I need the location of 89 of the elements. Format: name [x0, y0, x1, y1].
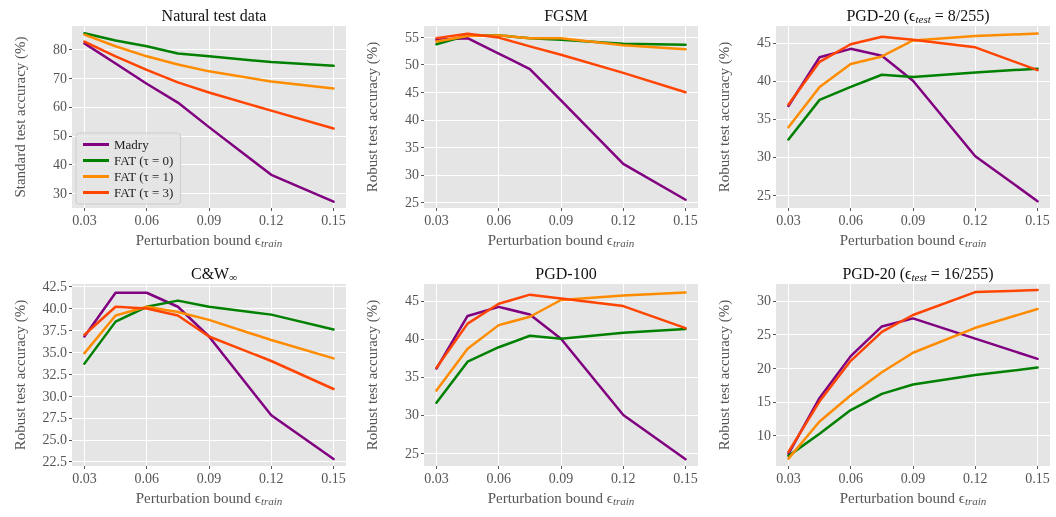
legend-label: FAT (τ = 3) — [114, 185, 174, 200]
x-tick-label: 0.09 — [900, 212, 926, 228]
y-tick-label: 30 — [757, 293, 771, 309]
y-tick-label: 45 — [405, 84, 419, 100]
chart-title: PGD-20 (ϵtest = 16/255) — [842, 265, 994, 283]
x-tick-label: 0.12 — [963, 470, 988, 486]
x-tick-label: 0.15 — [321, 212, 346, 228]
x-tick-label: 0.12 — [259, 212, 284, 228]
y-tick-label: 15 — [757, 394, 771, 410]
chart-title: FGSM — [544, 6, 588, 24]
y-axis-title: Robust test accuracy (%) — [363, 41, 381, 193]
x-tick-label: 0.06 — [134, 212, 159, 228]
y-axis-title: Standard test accuracy (%) — [11, 36, 29, 198]
y-tick-label: 55 — [405, 29, 419, 45]
y-axis-title: Robust test accuracy (%) — [11, 299, 29, 451]
x-tick-label: 0.06 — [134, 470, 159, 486]
chart-title: PGD-100 — [535, 264, 597, 282]
y-tick-label: 22.5 — [42, 454, 67, 470]
y-tick-label: 30 — [757, 149, 771, 165]
y-tick-label: 30 — [53, 186, 67, 202]
y-tick-label: 70 — [53, 70, 67, 86]
x-tick-label: 0.03 — [424, 470, 449, 486]
x-tick-label: 0.03 — [424, 212, 449, 228]
x-tick-label: 0.09 — [196, 212, 222, 228]
x-tick-label: 0.06 — [486, 470, 511, 486]
x-axis-title: Perturbation bound ϵtrain — [839, 232, 987, 249]
y-tick-label: 80 — [53, 41, 67, 57]
x-tick-label: 0.09 — [548, 470, 574, 486]
x-tick-label: 0.15 — [673, 212, 698, 228]
y-tick-label: 50 — [53, 128, 67, 144]
x-tick-label: 0.12 — [259, 470, 284, 486]
y-tick-label: 25 — [405, 194, 419, 210]
y-axis-title: Robust test accuracy (%) — [715, 299, 733, 451]
x-tick-label: 0.15 — [1025, 470, 1050, 486]
y-tick-label: 30 — [405, 407, 419, 423]
y-tick-label: 10 — [757, 428, 771, 444]
x-tick-label: 0.15 — [321, 470, 346, 486]
y-tick-label: 40 — [405, 112, 419, 128]
x-tick-label: 0.06 — [838, 470, 863, 486]
x-tick-label: 0.03 — [776, 212, 801, 228]
x-tick-label: 0.06 — [838, 212, 863, 228]
x-tick-label: 0.15 — [1025, 212, 1050, 228]
x-axis-title: Perturbation bound ϵtrain — [839, 490, 987, 507]
y-tick-label: 27.5 — [42, 410, 67, 426]
y-tick-label: 35 — [757, 111, 771, 127]
y-tick-label: 32.5 — [42, 366, 67, 382]
chart-title: C&W∞ — [190, 265, 238, 283]
legend-label: FAT (τ = 1) — [114, 169, 174, 184]
legend-label: Madry — [114, 137, 150, 152]
y-tick-label: 40.0 — [42, 301, 67, 316]
x-tick-label: 0.03 — [776, 470, 801, 486]
x-tick-label: 0.06 — [486, 212, 511, 228]
x-axis-title: Perturbation bound ϵtrain — [487, 490, 635, 507]
y-tick-label: 30 — [405, 167, 419, 183]
y-tick-label: 45 — [405, 293, 419, 309]
x-axis-title: Perturbation bound ϵtrain — [135, 232, 283, 249]
y-axis-title: Robust test accuracy (%) — [363, 299, 381, 451]
y-tick-label: 40 — [405, 331, 419, 347]
y-tick-label: 20 — [757, 360, 771, 376]
y-tick-label: 40 — [757, 73, 771, 89]
x-tick-label: 0.12 — [611, 470, 636, 486]
chart-title: PGD-20 (ϵtest = 8/255) — [846, 7, 990, 25]
y-tick-label: 50 — [405, 57, 419, 73]
y-tick-label: 30.0 — [42, 388, 67, 404]
y-tick-label: 37.5 — [42, 322, 67, 338]
x-tick-label: 0.09 — [196, 470, 222, 486]
y-axis-title: Robust test accuracy (%) — [715, 41, 733, 193]
chart-title: Natural test data — [161, 6, 267, 24]
y-tick-label: 42.5 — [42, 279, 67, 295]
x-axis-title: Perturbation bound ϵtrain — [487, 232, 635, 249]
x-tick-label: 0.15 — [673, 470, 698, 486]
y-tick-label: 35.0 — [42, 344, 67, 360]
x-tick-label: 0.03 — [72, 212, 97, 228]
x-tick-label: 0.12 — [963, 212, 988, 228]
y-tick-label: 35 — [405, 139, 419, 155]
y-tick-label: 60 — [53, 99, 67, 115]
x-tick-label: 0.09 — [548, 212, 574, 228]
y-tick-label: 40 — [53, 157, 67, 173]
x-tick-label: 0.09 — [900, 470, 926, 486]
x-tick-label: 0.03 — [72, 470, 97, 486]
x-tick-label: 0.12 — [611, 212, 636, 228]
legend-label: FAT (τ = 0) — [114, 153, 174, 168]
y-tick-label: 35 — [405, 369, 419, 385]
y-tick-label: 25 — [405, 445, 419, 461]
y-tick-label: 25 — [757, 327, 771, 343]
y-tick-label: 25.0 — [42, 432, 67, 448]
y-tick-label: 25 — [757, 187, 771, 203]
x-axis-title: Perturbation bound ϵtrain — [135, 490, 283, 507]
y-tick-label: 45 — [757, 35, 771, 51]
